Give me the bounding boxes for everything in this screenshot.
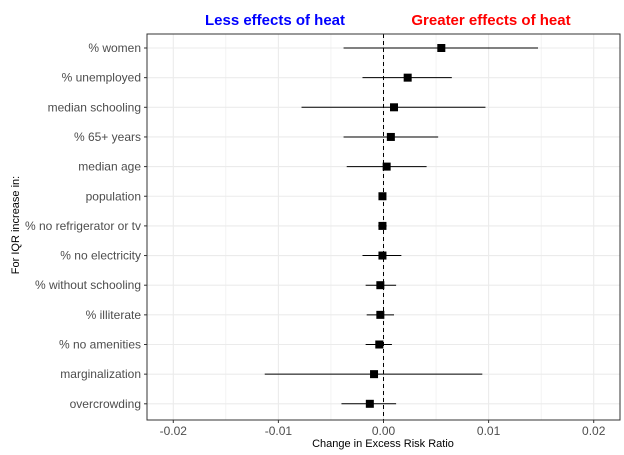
y-tick-label: median age xyxy=(78,160,141,174)
y-tick-label: median schooling xyxy=(48,100,141,114)
estimate-point xyxy=(437,44,446,52)
x-axis-title: Change in Excess Risk Ratio xyxy=(312,438,454,450)
estimate-point xyxy=(390,103,399,112)
y-tick-label: % 65+ years xyxy=(74,130,141,144)
estimate-point xyxy=(382,162,391,171)
y-tick-label: % without schooling xyxy=(35,278,141,292)
estimate-point xyxy=(386,132,395,141)
y-tick-label: % women xyxy=(88,41,141,55)
estimate-point xyxy=(376,310,385,319)
x-tick-label: 0.00 xyxy=(372,424,396,438)
estimate-point xyxy=(403,73,412,82)
y-tick-label: marginalization xyxy=(60,367,141,381)
x-tick-label: 0.01 xyxy=(477,424,501,438)
estimate-point xyxy=(370,370,379,379)
estimate-point xyxy=(378,221,387,230)
x-tick-label: 0.02 xyxy=(582,424,606,438)
estimate-point xyxy=(365,399,374,408)
x-tick-label: -0.01 xyxy=(265,424,293,438)
y-tick-label: % no amenities xyxy=(59,338,141,352)
estimates-group xyxy=(264,44,539,408)
x-tick-label: -0.02 xyxy=(160,424,188,438)
y-tick-label: % no refrigerator or tv xyxy=(25,219,141,233)
estimate-point xyxy=(375,340,384,349)
x-tick-labels: -0.02 -0.01 0.00 0.01 0.02 xyxy=(160,420,606,438)
y-tick-labels: % women % unemployed median schooling % 65+… xyxy=(25,41,147,411)
header-greater-effects: Greater effects of heat xyxy=(411,12,570,29)
y-axis-title: For IQR increase in: xyxy=(10,176,22,274)
estimate-point xyxy=(376,281,385,290)
y-tick-label: population xyxy=(86,189,141,203)
header-less-effects: Less effects of heat xyxy=(205,12,345,29)
y-tick-label: % illiterate xyxy=(86,308,142,322)
estimate-point xyxy=(378,192,387,201)
y-tick-label: overcrowding xyxy=(70,397,141,411)
estimate-point xyxy=(378,251,387,260)
y-tick-label: % no electricity xyxy=(60,249,141,263)
y-tick-label: % unemployed xyxy=(62,71,141,85)
